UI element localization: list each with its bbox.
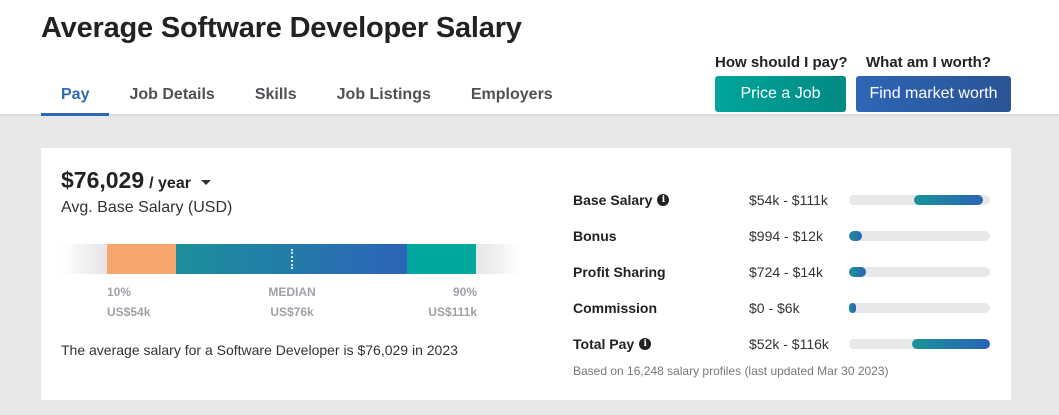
percentile-10: 10% US$54k: [107, 282, 150, 322]
tab-job-details[interactable]: Job Details: [129, 86, 215, 103]
pay-period-selector[interactable]: / year: [149, 175, 191, 192]
median-value: US$76k: [270, 305, 314, 319]
comp-row-total-pay: Total Pay i $52k - $116k: [573, 326, 993, 362]
comp-range-fill: [849, 303, 857, 313]
tab-skills[interactable]: Skills: [254, 86, 297, 103]
tab-pay[interactable]: Pay: [41, 86, 110, 116]
price-a-job-button[interactable]: Price a Job: [715, 76, 846, 112]
compensation-table: Base Salary i $54k - $111k Bonus $994 - $…: [573, 182, 993, 362]
price-job-question: How should I pay?: [715, 54, 848, 71]
comp-range-fill: [913, 195, 983, 205]
range-segment-high: [407, 244, 476, 274]
price-job-cta: How should I pay? Price a Job: [715, 54, 848, 112]
range-fade-left: [61, 244, 107, 274]
market-worth-question: What am I worth?: [866, 54, 991, 71]
comp-range: $54k - $111k: [749, 192, 828, 208]
percentile-median: MEDIAN US$76k: [267, 282, 317, 322]
percentile-10-value: US$54k: [107, 305, 151, 319]
page-title: Average Software Developer Salary: [41, 12, 522, 44]
median-marker: [291, 249, 293, 269]
page-header: Average Software Developer Salary Pay Jo…: [0, 0, 1059, 116]
range-fade-right: [476, 244, 521, 274]
comp-row-profit-sharing: Profit Sharing $724 - $14k: [573, 254, 993, 290]
comp-range-fill: [849, 267, 866, 277]
comp-range-track: [849, 267, 990, 277]
comp-range-track: [849, 231, 990, 241]
salary-summary: The average salary for a Software Develo…: [61, 342, 458, 358]
salary-range-bar: [61, 244, 521, 274]
comp-range-track: [849, 195, 990, 205]
comp-label-text: Total Pay: [573, 336, 635, 352]
salary-card: $76,029 / year Avg. Base Salary (USD) 10…: [41, 148, 1011, 400]
comp-range-track: [849, 303, 990, 313]
comp-range: $724 - $14k: [749, 264, 823, 280]
comp-range-track: [849, 339, 990, 349]
comp-range: $0 - $6k: [749, 300, 800, 316]
salary-amount-row: $76,029 / year: [61, 167, 211, 194]
comp-label: Bonus: [573, 228, 617, 244]
market-worth-cta: What am I worth? Find market worth: [856, 54, 1011, 112]
comp-label: Profit Sharing: [573, 264, 666, 280]
info-icon[interactable]: i: [639, 338, 652, 350]
tab-employers[interactable]: Employers: [470, 86, 553, 103]
info-icon[interactable]: i: [657, 194, 670, 206]
percentile-90-label: 90%: [452, 285, 477, 299]
comp-range-fill: [849, 231, 862, 241]
comp-range: $52k - $116k: [749, 336, 829, 352]
tab-job-listings[interactable]: Job Listings: [336, 86, 431, 103]
range-segment-low: [107, 244, 176, 274]
comp-label: Total Pay i: [573, 336, 749, 352]
salary-amount: $76,029: [61, 167, 145, 193]
percentile-10-label: 10%: [107, 285, 132, 299]
comp-label: Base Salary i: [573, 192, 749, 208]
comp-range-fill: [912, 339, 990, 349]
comp-label: Commission: [573, 300, 658, 316]
comp-label-text: Base Salary: [573, 192, 653, 208]
comp-row-commission: Commission $0 - $6k: [573, 290, 993, 326]
comp-range: $994 - $12k: [749, 228, 823, 244]
comp-row-bonus: Bonus $994 - $12k: [573, 218, 993, 254]
data-footnote: Based on 16,248 salary profiles (last up…: [573, 364, 889, 378]
comp-row-base-salary: Base Salary i $54k - $111k: [573, 182, 993, 218]
chevron-down-icon[interactable]: [200, 180, 211, 185]
median-label: MEDIAN: [268, 285, 316, 299]
find-market-worth-button[interactable]: Find market worth: [856, 76, 1011, 112]
tab-bar: Pay Job Details Skills Job Listings Empl…: [41, 86, 573, 116]
percentile-90: 90% US$111k: [417, 282, 477, 322]
percentile-90-value: US$111k: [428, 305, 477, 319]
salary-label: Avg. Base Salary (USD): [61, 199, 233, 216]
